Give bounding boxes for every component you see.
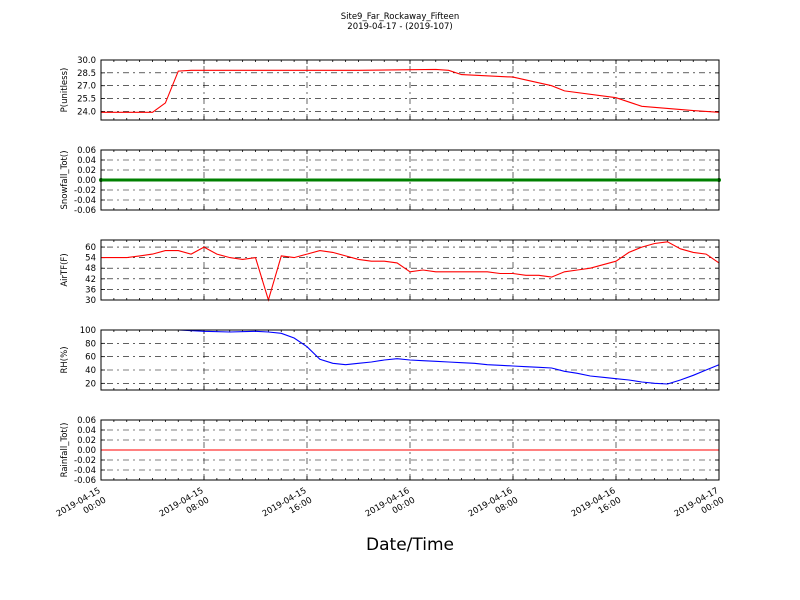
y-axis-label: AirTF(F) xyxy=(60,253,70,286)
y-tick-label: 36 xyxy=(85,285,96,295)
y-tick-label: 30.0 xyxy=(77,56,96,66)
y-tick-label: 28.5 xyxy=(77,69,96,79)
y-axis-label: Snowfall_Tot() xyxy=(60,150,70,209)
plot-frame xyxy=(100,419,720,481)
y-tick-label: -0.02 xyxy=(74,186,96,196)
panel-4: 100 80 60 40 20 RH(%) xyxy=(60,326,720,391)
y-axis-label: RH(%) xyxy=(60,346,70,373)
y-tick-label: 0.06 xyxy=(77,416,96,426)
y-tick-label: 0.04 xyxy=(77,426,96,436)
y-tick-label: 60 xyxy=(85,243,96,253)
x-tick-label: 2019-04-1500:00 xyxy=(55,486,108,529)
y-tick-label: -0.04 xyxy=(74,466,96,476)
y-tick-label: 0.02 xyxy=(77,436,96,446)
plot-frame xyxy=(100,59,720,121)
y-tick-label: 40 xyxy=(85,366,96,376)
y-tick-label: 24.0 xyxy=(77,107,96,117)
y-tick-label: 0.04 xyxy=(77,156,96,166)
x-tick-label: 2019-04-1616:00 xyxy=(570,486,623,529)
x-tick-labels: 2019-04-1500:00 2019-04-1508:00 2019-04-15… xyxy=(55,486,726,529)
y-tick-label: 60 xyxy=(85,353,96,363)
y-tick-label: -0.02 xyxy=(74,456,96,466)
y-tick-label: 100 xyxy=(80,326,96,336)
series-line xyxy=(101,241,720,302)
y-tick-label: -0.06 xyxy=(74,476,96,486)
x-tick-label: 2019-04-1508:00 xyxy=(158,486,211,529)
y-tick-label: 0.02 xyxy=(77,166,96,176)
series-line xyxy=(101,68,720,113)
y-tick-label: 42 xyxy=(85,275,96,285)
y-tick-label: 25.5 xyxy=(77,95,96,105)
y-tick-label: 54 xyxy=(85,254,96,264)
series-line xyxy=(101,329,720,385)
figure-title: Site9_Far_Rockaway_Fifteen xyxy=(341,12,460,22)
x-tick-label: 2019-04-1700:00 xyxy=(673,486,726,529)
y-tick-label: 0.00 xyxy=(77,446,96,456)
y-tick-label: 48 xyxy=(85,264,96,274)
y-axis-label: Rainfall_Tot() xyxy=(60,423,70,478)
panel-2: 0.060.040.020.00-0.02-0.04-0.06 Snowfall_… xyxy=(60,146,721,216)
panels: 30.028.527.025.524.0P(unitless)0.060.040… xyxy=(60,56,721,486)
y-tick-label: 80 xyxy=(85,339,96,349)
panel-1: 30.0 28.5 27.0 25.5 24.0 P(unitless) xyxy=(60,56,720,121)
panel-5: 0.060.040.020.00-0.02-0.04-0.06 Rainfall_… xyxy=(60,416,720,486)
y-tick-label: -0.06 xyxy=(74,206,96,216)
plot-frame xyxy=(100,329,720,391)
y-tick-label: 30 xyxy=(85,296,96,306)
plot-frame xyxy=(100,149,720,211)
y-tick-label: 20 xyxy=(85,379,96,389)
y-axis-label: P(unitless) xyxy=(60,68,70,113)
y-tick-label: 0.06 xyxy=(77,146,96,156)
x-tick-label: 2019-04-1516:00 xyxy=(261,486,314,529)
x-tick-label: 2019-04-1608:00 xyxy=(467,486,520,529)
figure-subtitle: 2019-04-17 - (2019-107) xyxy=(347,22,452,32)
plot-frame xyxy=(100,239,720,301)
x-axis-label: Date/Time xyxy=(366,535,454,555)
y-tick-label: 27.0 xyxy=(77,82,96,92)
x-tick-label: 2019-04-1600:00 xyxy=(364,486,417,529)
y-tick-label: 0.00 xyxy=(77,176,96,186)
y-tick-label: -0.04 xyxy=(74,196,96,206)
